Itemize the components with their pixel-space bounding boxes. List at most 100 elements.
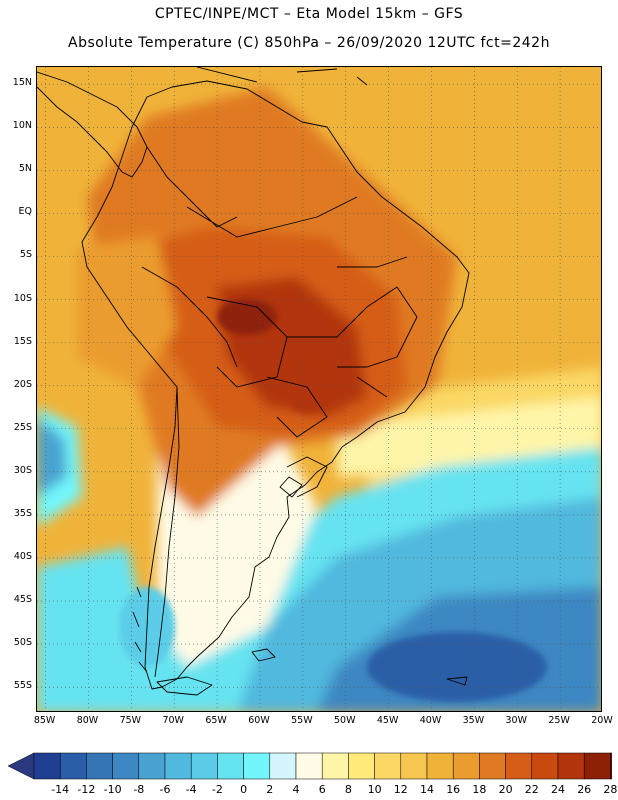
title-line-2: Absolute Temperature (C) 850hPa – 26/09/… [68, 35, 550, 51]
central-america-coastline [37, 71, 148, 178]
longitude-label: 40W [419, 715, 442, 726]
legend-level-label: 22 [524, 783, 539, 796]
legend-level-label: 14 [420, 783, 434, 796]
legend-level-label: -14 [51, 783, 70, 796]
temperature-details [119, 299, 547, 702]
legend-swatch [348, 752, 375, 780]
border-colombia-venezuela [146, 146, 238, 228]
tierra-del-fuego [156, 676, 213, 696]
chile-archipelago [132, 586, 148, 673]
south-georgia [446, 676, 468, 686]
latitude-label: 5S [19, 249, 32, 261]
legend-level-label: -8 [133, 783, 145, 796]
longitude-label: 65W [205, 715, 227, 726]
legend-level-label: -6 [159, 783, 171, 796]
legend-swatch [583, 752, 611, 780]
legend-level-label: 0 [240, 783, 248, 796]
longitude-label: 75W [119, 715, 142, 726]
latitude-label: 40S [13, 550, 32, 562]
coastlines-and-borders [37, 67, 470, 696]
legend-swatch [531, 752, 559, 780]
longitude-label: 55W [291, 715, 313, 726]
border-paraguay [266, 376, 328, 438]
legend-level-label: 8 [344, 783, 352, 796]
title-line-1: CPTEC/INPE/MCT – Eta Model 15km – GFS [154, 6, 464, 22]
latitude-label: 10S [13, 292, 32, 304]
south-america-coastline [81, 80, 470, 690]
legend-swatch [610, 752, 612, 780]
legend-swatch [374, 752, 402, 780]
longitude-label: 25W [548, 715, 570, 726]
legend-swatch [59, 752, 87, 780]
legend-swatch [217, 752, 244, 780]
legend-swatch [86, 752, 113, 780]
legend-level-label: 6 [318, 783, 326, 796]
legend-swatch [269, 752, 297, 780]
latitude-label: EQ [18, 206, 32, 218]
latitude-label: 20S [13, 378, 32, 390]
map-canvas [37, 67, 601, 711]
latitude-label: 35S [13, 507, 32, 519]
border-amazon-north [186, 196, 358, 238]
falkland-islands [251, 648, 276, 662]
hot-spot-mato-grosso [217, 299, 277, 335]
legend-level-label: 26 [577, 783, 592, 796]
longitude-label: 35W [462, 715, 485, 726]
latitude-label: 10N [12, 120, 32, 132]
latitude-label: 55S [13, 680, 32, 692]
legend-level-label: 16 [446, 783, 461, 796]
longitude-label: 85W [33, 715, 56, 726]
cold-spot-south-atlantic [367, 632, 547, 702]
caribbean-islands [196, 67, 368, 86]
legend-swatch [33, 752, 61, 780]
latitude-label: 45S [13, 594, 32, 606]
legend-level-label: 4 [292, 783, 300, 796]
longitude-label: 70W [162, 715, 184, 726]
legend-level-label: -10 [103, 783, 122, 796]
legend-swatch [426, 752, 454, 780]
color-legend [7, 752, 612, 780]
legend-level-label: 20 [498, 783, 513, 796]
border-bolivia [206, 296, 288, 388]
longitude-label: 20W [591, 715, 613, 726]
legend-swatch [164, 752, 192, 780]
legend-swatch [295, 752, 323, 780]
latitude-label: 15S [13, 335, 32, 347]
legend-level-label: -12 [77, 783, 96, 796]
legend-level-label: 18 [472, 783, 487, 796]
field-pacific-blue-patch [37, 417, 67, 497]
latitude-label: 50S [13, 637, 32, 649]
latitude-label: 30S [13, 464, 32, 476]
legend-swatch [505, 752, 533, 780]
legend-level-label: 24 [551, 783, 565, 796]
longitude-label: 60W [248, 715, 270, 726]
legend-swatch [321, 752, 349, 780]
latitude-label: 25S [13, 421, 32, 433]
legend-swatch [479, 752, 506, 780]
field-peru-warm [77, 237, 177, 387]
legend-swatch [452, 752, 480, 780]
border-brazil-states [287, 256, 418, 398]
border-peru-brazil [141, 266, 238, 368]
legend-swatch [400, 752, 428, 780]
border-argentina-chile [154, 386, 180, 678]
legend-level-label: 28 [603, 783, 618, 796]
rio-de-la-plata [279, 476, 303, 498]
legend-level-label: 12 [393, 783, 408, 796]
border-uruguay [286, 456, 328, 498]
temperature-map [36, 66, 602, 712]
legend-swatch [190, 752, 218, 780]
longitude-label: 30W [505, 715, 527, 726]
legend-swatch [557, 752, 585, 780]
legend-level-label: 10 [367, 783, 382, 796]
legend-swatch [138, 752, 166, 780]
legend-swatch [112, 752, 140, 780]
longitude-label: 45W [376, 715, 399, 726]
legend-low-arrow [7, 752, 35, 780]
legend-level-label: -2 [211, 783, 223, 796]
longitude-label: 80W [76, 715, 99, 726]
legend-level-label: -4 [185, 783, 197, 796]
longitude-label: 50W [333, 715, 356, 726]
legend-level-label: 2 [266, 783, 274, 796]
latitude-label: 5N [18, 163, 32, 175]
